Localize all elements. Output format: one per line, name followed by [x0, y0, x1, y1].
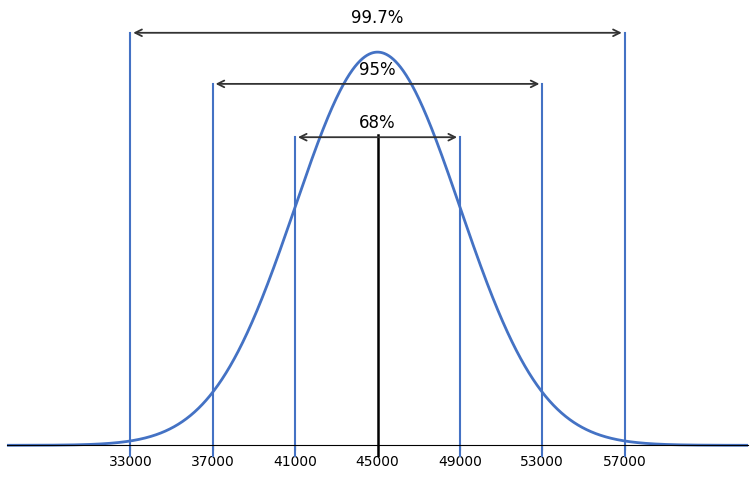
Text: 68%: 68%	[359, 114, 396, 132]
Text: 99.7%: 99.7%	[351, 10, 404, 27]
Text: 95%: 95%	[359, 61, 396, 78]
